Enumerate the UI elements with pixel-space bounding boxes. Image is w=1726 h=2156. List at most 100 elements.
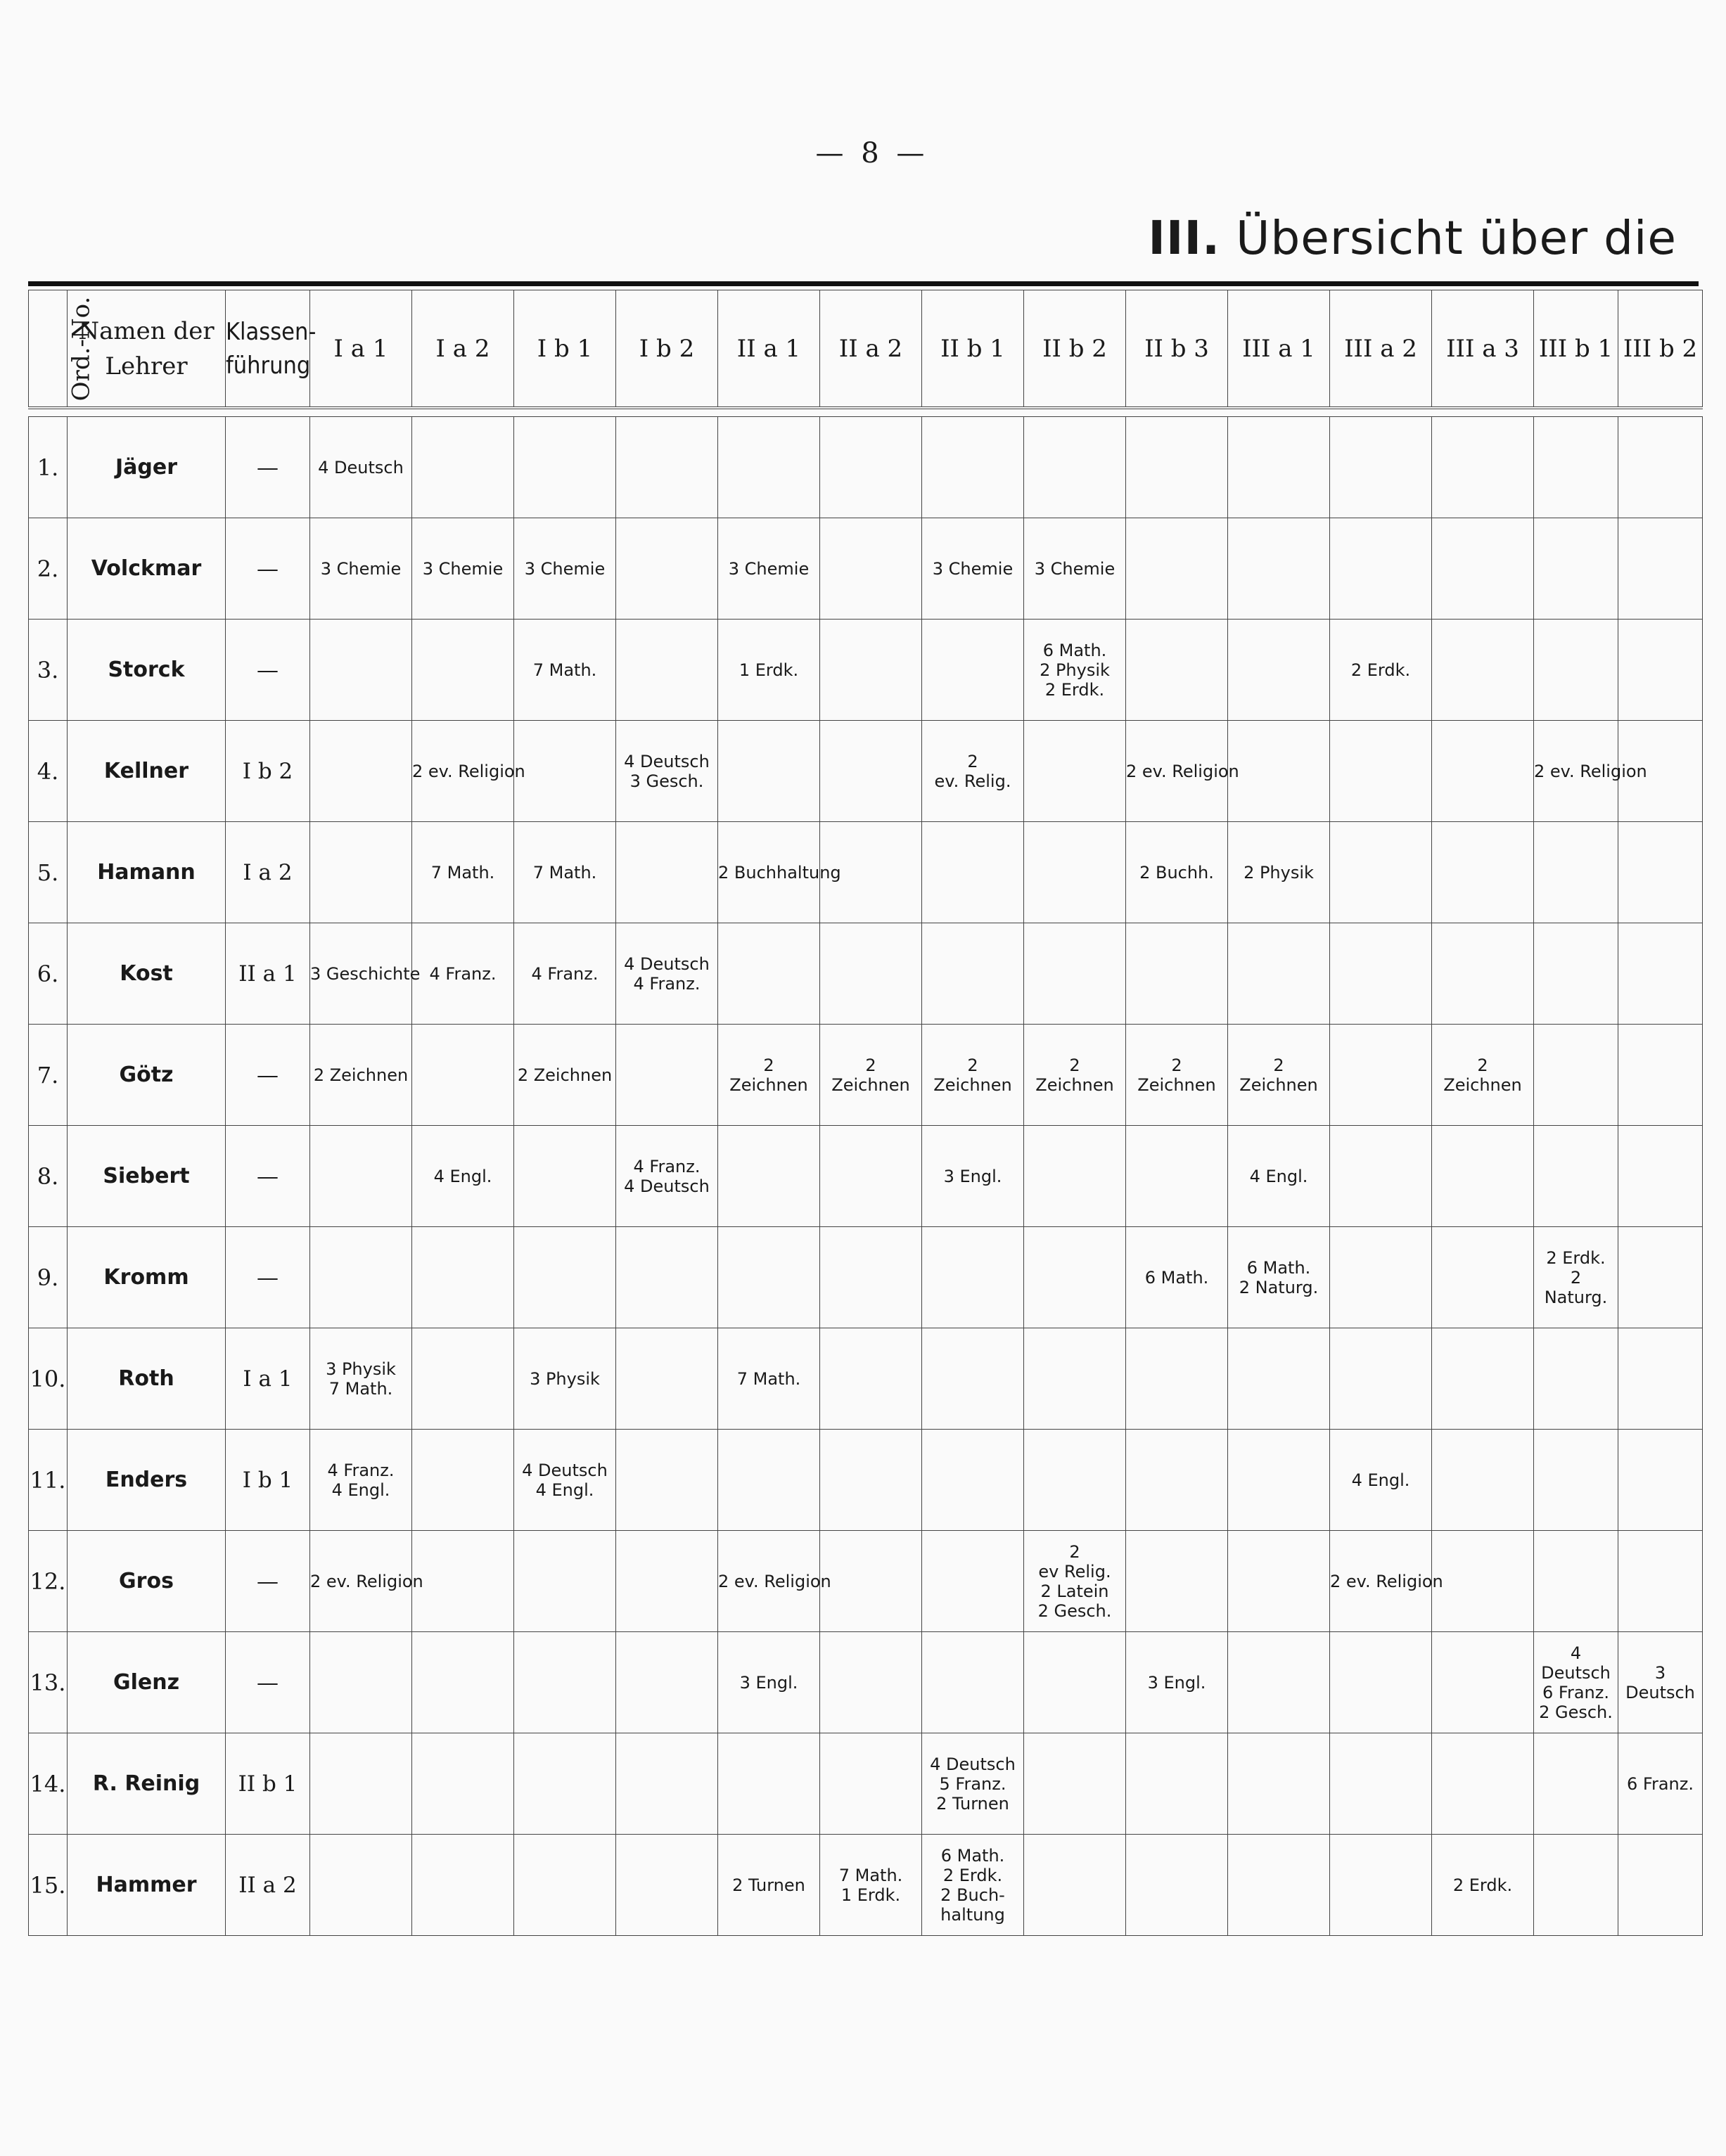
lesson-cell <box>819 1631 922 1733</box>
column-header-name: Namen der Lehrer <box>67 290 226 409</box>
lesson-cell <box>1533 1125 1618 1227</box>
lesson-entry: 4 Deutsch <box>318 457 404 477</box>
lesson-cell: 2 ev. Religion <box>1329 1530 1443 1632</box>
lesson-cell <box>615 518 718 620</box>
lesson-entry: 3 Chemie <box>728 558 810 579</box>
lesson-entry: 2 <box>1171 1055 1182 1075</box>
lesson-entry: 3 Chemie <box>524 558 606 579</box>
lesson-cell <box>513 1733 616 1835</box>
lesson-cell <box>1533 923 1618 1025</box>
lesson-cell <box>819 1733 922 1835</box>
lesson-cell <box>921 619 1024 721</box>
lesson-entry: 6 Franz. <box>1627 1773 1694 1794</box>
row-number: 15. <box>28 1834 68 1936</box>
teacher-name: R. Reinig <box>67 1733 226 1835</box>
lesson-cell <box>411 1530 514 1632</box>
lesson-cell <box>1533 1530 1618 1632</box>
lesson-entry: ev. Relig. <box>934 771 1011 791</box>
column-header-class: III b 2 <box>1618 290 1703 409</box>
lesson-cell <box>615 1024 718 1126</box>
lesson-entry: 4 Franz. <box>429 963 497 984</box>
lesson-cell <box>921 821 1024 923</box>
lesson-cell <box>921 923 1024 1025</box>
row-number: 3. <box>28 619 68 721</box>
lesson-cell <box>717 1733 820 1835</box>
lesson-cell <box>1125 923 1228 1025</box>
header-row: Ord.-No. Namen der Lehrer Klassen-führung… <box>28 290 1703 409</box>
lesson-cell <box>1125 1125 1228 1227</box>
lesson-cell <box>1023 416 1126 518</box>
lesson-cell <box>1023 1631 1126 1733</box>
row-number: 10. <box>28 1328 68 1430</box>
lesson-cell: 2 Zeichnen <box>1227 1024 1330 1126</box>
lesson-entry: 6 Math. <box>1144 1267 1209 1288</box>
lesson-cell <box>615 1328 718 1430</box>
lesson-entry: 2 <box>1477 1055 1488 1075</box>
lesson-cell <box>921 1631 1024 1733</box>
lesson-cell <box>513 1834 616 1936</box>
lesson-cell: 2 ev. Religion <box>411 720 525 822</box>
lesson-cell <box>513 1125 616 1227</box>
teacher-name: Roth <box>67 1328 226 1430</box>
lesson-cell: 4 Deutsch 5 Franz. 2 Turnen <box>921 1733 1024 1835</box>
lesson-cell <box>1023 1834 1126 1936</box>
lesson-cell <box>921 1226 1024 1328</box>
lesson-cell: 2 Buchh. <box>1125 821 1228 923</box>
column-header-class: II a 1 <box>717 290 820 409</box>
lesson-entry: 4 Deutsch <box>624 751 710 771</box>
lesson-entry: 2 Erdk. <box>1044 679 1105 700</box>
table-row: 9. Kromm —6 Math. 6 Math. 2 Naturg. 2 Erdk. 2 N… <box>28 1226 1703 1328</box>
table-row: 4. Kellner I b 2 2 ev. Religion 4 Deutsch 3 G… <box>28 720 1703 822</box>
lesson-cell <box>1618 1834 1703 1936</box>
lesson-cell <box>615 1530 718 1632</box>
lesson-entry: 2 Turnen <box>936 1793 1009 1814</box>
lesson-cell: 4 Franz. 4 Engl. <box>309 1429 412 1531</box>
lesson-entry: Naturg. <box>1544 1287 1608 1307</box>
teacher-name: Gros <box>67 1530 226 1632</box>
lesson-entry: Zeichnen <box>831 1074 910 1095</box>
lesson-entry: Zeichnen <box>1239 1074 1318 1095</box>
lesson-cell <box>1533 1834 1618 1936</box>
lesson-cell: 7 Math. <box>513 821 616 923</box>
row-number: 9. <box>28 1226 68 1328</box>
lesson-entry: 2 <box>865 1055 876 1075</box>
lesson-cell <box>1431 923 1534 1025</box>
lesson-entry: 4 Franz. <box>327 1460 395 1480</box>
lesson-cell <box>921 1429 1024 1531</box>
lesson-cell <box>1227 720 1330 822</box>
lesson-cell <box>1329 720 1432 822</box>
lesson-entry: 7 Math. <box>430 862 495 883</box>
lesson-cell <box>615 619 718 721</box>
class-leadership: — <box>225 1631 310 1733</box>
lesson-cell <box>1023 720 1126 822</box>
lesson-cell: 4 Deutsch 3 Gesch. <box>615 720 718 822</box>
lesson-entry: haltung <box>940 1904 1005 1925</box>
lesson-entry: 4 Franz. <box>633 1156 701 1176</box>
lesson-entry: 2 Erdk. <box>1452 1875 1513 1895</box>
lesson-cell <box>819 1125 922 1227</box>
lesson-cell: 1 Erdk. <box>717 619 820 721</box>
lesson-cell <box>513 416 616 518</box>
class-leadership: I b 2 <box>225 720 310 822</box>
teacher-assignment-table: Ord.-No. Namen der Lehrer Klassen-führung… <box>28 290 1703 1936</box>
lesson-cell: 2 Zeichnen <box>1023 1024 1126 1126</box>
lesson-cell <box>309 1733 412 1835</box>
lesson-cell <box>1023 1733 1126 1835</box>
lesson-cell <box>1023 1125 1126 1227</box>
lesson-cell <box>1533 821 1618 923</box>
lesson-cell: 2 Zeichnen <box>1125 1024 1228 1126</box>
lesson-cell <box>309 1631 412 1733</box>
lesson-cell <box>921 1530 1024 1632</box>
lesson-cell <box>1329 1733 1432 1835</box>
lesson-cell <box>1431 1530 1534 1632</box>
lesson-cell: 2 ev. Religion <box>717 1530 831 1632</box>
column-header-ord: Ord.-No. <box>28 290 95 409</box>
lesson-cell: 6 Franz. <box>1618 1733 1703 1835</box>
lesson-cell: 3 Engl. <box>1125 1631 1228 1733</box>
lesson-cell: 3 Geschichte <box>309 923 420 1025</box>
lesson-cell <box>1533 416 1618 518</box>
lesson-cell: 3 Deutsch <box>1618 1631 1703 1733</box>
lesson-cell: 2 Zeichnen <box>1431 1024 1534 1126</box>
